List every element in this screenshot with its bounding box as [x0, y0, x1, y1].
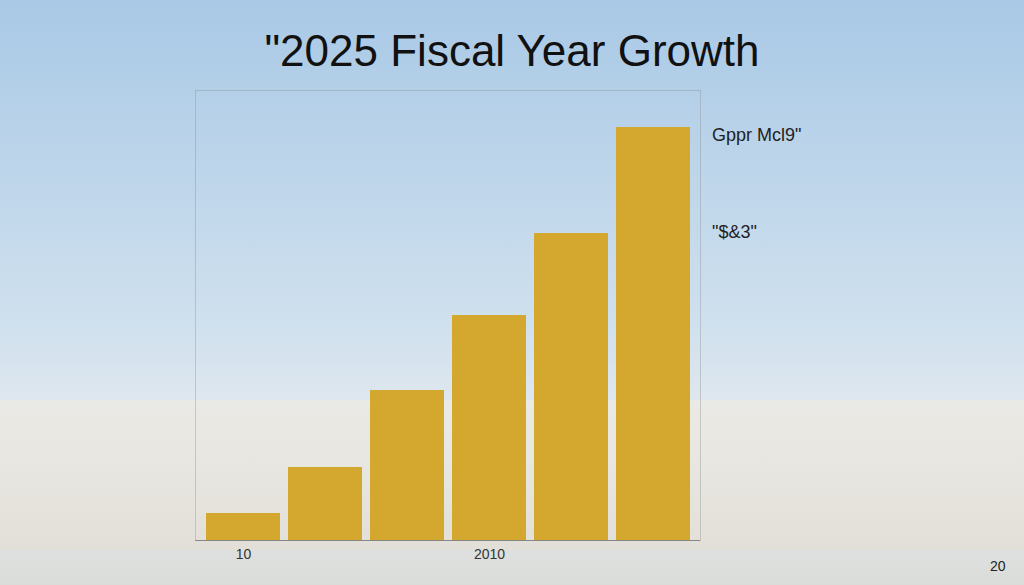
html-text:Gppr Mcl9": Gppr Mcl9" [712, 125, 802, 145]
svg-text:10: 10 [236, 546, 252, 562]
html-text:"$&3": "$&3" [712, 222, 757, 242]
html-text:20: 20 [990, 558, 1006, 574]
html-text:"2025 Fiscal Year Growth: "2025 Fiscal Year Growth [264, 26, 760, 75]
svg-text:2010: 2010 [474, 546, 505, 562]
